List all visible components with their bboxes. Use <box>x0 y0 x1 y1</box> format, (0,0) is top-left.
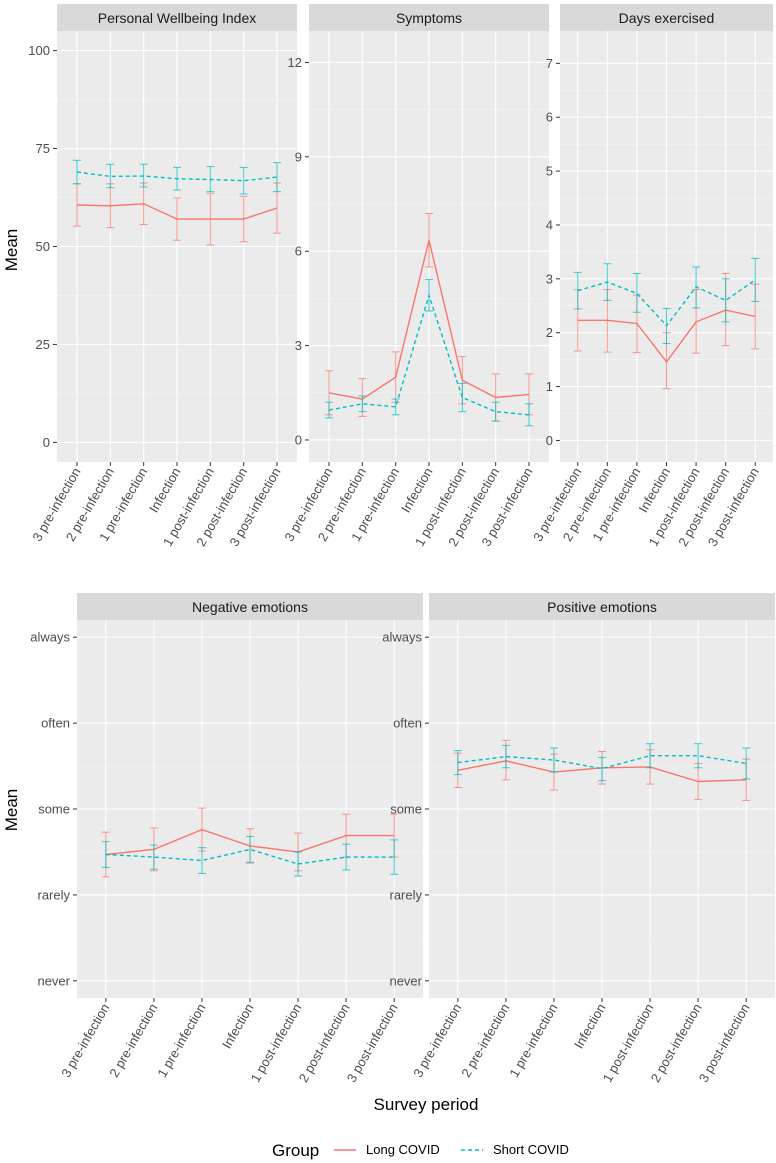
series-short-covid <box>573 257 760 344</box>
y-tick-label: never <box>389 973 422 988</box>
series-line <box>577 279 756 327</box>
y-tick-label: 75 <box>36 141 50 156</box>
facet-strip-label: Positive emotions <box>547 599 657 615</box>
facet-strip-label: Negative emotions <box>192 599 308 615</box>
y-tick-label: 0 <box>43 435 50 450</box>
x-tick-label: Infection <box>398 465 436 515</box>
legend-label-long-covid: Long COVID <box>366 1142 440 1157</box>
facet-strip-label: Symptoms <box>396 10 462 26</box>
y-tick-label: 3 <box>546 271 553 286</box>
y-tick-label: 0 <box>546 433 553 448</box>
legend-title: Group <box>272 1141 319 1160</box>
y-tick-label: 4 <box>546 217 553 232</box>
y-tick-label: some <box>390 802 422 817</box>
y-tick-label: some <box>38 802 70 817</box>
x-tick-label: 1 pre-infection <box>154 1001 208 1080</box>
x-tick-label: 3 post-infection <box>344 1001 401 1085</box>
y-tick-label: 1 <box>546 379 553 394</box>
x-tick-label: 2 pre-infection <box>458 1001 512 1080</box>
y-axis-title-bottom: Mean <box>2 789 21 832</box>
x-tick-label: 3 pre-infection <box>410 1001 464 1080</box>
series-short-covid <box>73 159 281 195</box>
y-tick-label: never <box>37 973 70 988</box>
series-long-covid <box>73 182 281 246</box>
legend: Group Long COVID Short COVID <box>272 1141 569 1160</box>
x-tick-label: 3 post-infection <box>696 1001 753 1085</box>
x-tick-label: Infection <box>219 1001 257 1051</box>
facet-strip <box>77 593 423 620</box>
facet-strip-label: Days exercised <box>619 10 715 26</box>
y-tick-label: 25 <box>36 337 50 352</box>
y-tick-label: 5 <box>546 164 553 179</box>
y-tick-label: always <box>382 630 422 645</box>
x-tick-label: 1 post-infection <box>600 1001 657 1085</box>
y-tick-label: 50 <box>36 239 50 254</box>
y-tick-label: 3 <box>295 338 302 353</box>
x-tick-label: 1 pre-infection <box>506 1001 560 1080</box>
legend-label-short-covid: Short COVID <box>493 1142 569 1157</box>
y-axis-title-top: Mean <box>2 229 21 272</box>
facet-strip <box>560 4 773 31</box>
facet-strip <box>309 4 549 31</box>
x-tick-label: 2 post-infection <box>296 1001 353 1085</box>
x-tick-label: 3 pre-infection <box>58 1001 112 1080</box>
y-tick-label: 0 <box>295 432 302 447</box>
series-line <box>76 171 278 182</box>
y-tick-label: 6 <box>546 110 553 125</box>
x-tick-label: 1 post-infection <box>248 1001 305 1085</box>
y-tick-label: often <box>41 716 70 731</box>
x-tick-label: 2 pre-infection <box>106 1001 160 1080</box>
y-tick-label: 7 <box>546 56 553 71</box>
facet-strip <box>57 4 297 31</box>
y-tick-label: rarely <box>37 887 70 902</box>
x-axis-title: Survey period <box>374 1095 479 1114</box>
series-line <box>328 292 530 416</box>
series-short-covid <box>453 743 751 782</box>
y-tick-label: 2 <box>546 325 553 340</box>
y-tick-label: 100 <box>28 43 50 58</box>
y-tick-label: 12 <box>288 55 302 70</box>
series-short-covid <box>101 835 399 877</box>
facet-strip-label: Personal Wellbeing Index <box>98 10 257 26</box>
facet-strip <box>429 593 775 620</box>
y-tick-label: often <box>393 716 422 731</box>
facet-3: Negative emotions never rarely some often alw… <box>30 593 423 1085</box>
facet-4: Positive emotions never rarely some often alw… <box>382 593 775 1085</box>
y-tick-label: always <box>30 630 70 645</box>
y-tick-label: 9 <box>295 149 302 164</box>
series-short-covid <box>325 279 533 427</box>
y-tick-label: 6 <box>295 244 302 259</box>
series-line <box>76 203 278 220</box>
x-tick-label: 2 post-infection <box>648 1001 705 1085</box>
x-tick-label: Infection <box>571 1001 609 1051</box>
y-tick-label: rarely <box>389 887 422 902</box>
x-tick-label: Infection <box>146 465 184 515</box>
